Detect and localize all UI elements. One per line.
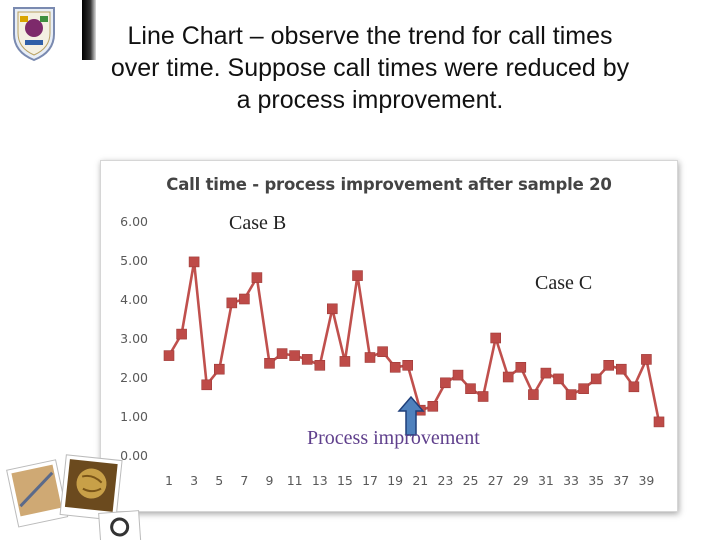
data-point-marker	[628, 381, 640, 393]
data-point-marker	[477, 391, 489, 402]
data-point-marker	[402, 360, 414, 371]
annotation-case-c: Case C	[535, 272, 593, 294]
x-tick-label: 21	[412, 473, 428, 488]
y-tick-label: 4.00	[120, 292, 148, 307]
data-point-marker	[339, 356, 351, 367]
crest-logo-icon	[13, 7, 55, 62]
data-point-marker	[364, 352, 376, 363]
x-tick-label: 27	[488, 473, 504, 488]
x-tick-label: 25	[463, 473, 479, 488]
data-point-marker	[540, 367, 552, 379]
data-point-marker	[188, 256, 200, 268]
data-point-marker	[502, 371, 514, 383]
data-point-marker	[490, 332, 502, 344]
data-point-marker	[578, 383, 589, 394]
x-tick-label: 17	[362, 473, 378, 488]
slide-title-line-1: Line Chart – observe the trend for call …	[127, 22, 613, 50]
y-tick-label: 5.00	[120, 253, 148, 268]
x-tick-label: 23	[437, 473, 453, 488]
data-point-marker	[301, 354, 313, 365]
annotation-case-b: Case B	[229, 212, 287, 234]
data-point-marker	[465, 383, 476, 394]
data-point-marker	[226, 297, 238, 309]
x-tick-label: 33	[563, 473, 579, 488]
chart-panel: 0.00 1.00 2.00 3.00 4.00 5.00 6.00 1 3 5 7 9 11 13 15 1…	[100, 160, 678, 512]
chart-title: Call time - process improvement after sa…	[166, 175, 612, 194]
data-point-marker	[239, 293, 250, 305]
data-point-marker	[276, 348, 288, 359]
data-point-marker	[176, 328, 187, 340]
improvement-arrow-icon	[397, 395, 425, 436]
data-point-marker	[352, 270, 363, 281]
x-tick-label: 13	[312, 473, 328, 488]
annotation-process-improvement: Process improvement	[307, 427, 480, 449]
x-tick-label: 19	[387, 473, 403, 488]
x-tick-label: 5	[215, 473, 223, 488]
data-point-marker	[641, 354, 652, 365]
slide-title: Line Chart – observe the trend for call …	[40, 20, 700, 116]
y-tick-label: 3.00	[120, 331, 148, 346]
data-point-marker	[264, 358, 275, 369]
line-chart: 0.001.002.003.004.005.006.001 3 5 7 9 11 13 15 1…	[120, 214, 665, 488]
x-tick-label: 37	[613, 473, 629, 488]
data-point-marker	[214, 363, 225, 375]
x-tick-label: 1	[165, 473, 173, 488]
photo-collage-icon	[6, 454, 142, 540]
decorative-bar	[82, 0, 96, 60]
data-point-marker	[440, 377, 451, 389]
y-tick-label: 0.00	[120, 448, 148, 463]
x-tick-label: 31	[538, 473, 554, 488]
data-point-marker	[653, 416, 665, 428]
data-point-marker	[553, 373, 564, 385]
x-tick-label: 9	[266, 473, 274, 488]
slide-title-line-2: over time. Suppose call times were reduc…	[110, 54, 630, 82]
x-tick-label: 3	[190, 473, 198, 488]
data-point-marker	[615, 363, 627, 375]
x-tick-label: 29	[513, 473, 529, 488]
data-point-marker	[163, 350, 175, 361]
data-point-marker	[427, 401, 439, 412]
x-tick-label: 39	[638, 473, 654, 488]
data-point-marker	[389, 362, 401, 373]
data-point-marker	[515, 362, 527, 373]
x-tick-label: 11	[287, 473, 303, 488]
x-tick-label: 35	[588, 473, 604, 488]
data-point-marker	[590, 373, 602, 385]
data-point-marker	[289, 350, 300, 361]
data-point-marker	[314, 360, 326, 371]
data-point-marker	[201, 379, 212, 391]
data-point-marker	[603, 360, 615, 371]
y-tick-label: 1.00	[120, 409, 148, 424]
slide-title-line-3: a process improvement.	[236, 86, 504, 114]
data-point-marker	[377, 346, 388, 357]
y-tick-label: 6.00	[120, 214, 148, 229]
data-point-marker	[452, 369, 464, 381]
data-point-marker	[528, 389, 539, 400]
data-point-marker	[327, 303, 338, 315]
x-tick-label: 15	[337, 473, 353, 488]
series-line	[167, 260, 661, 423]
x-tick-label: 7	[240, 473, 248, 488]
data-point-marker	[251, 272, 263, 283]
data-point-marker	[565, 389, 577, 400]
y-tick-label: 2.00	[120, 370, 148, 385]
